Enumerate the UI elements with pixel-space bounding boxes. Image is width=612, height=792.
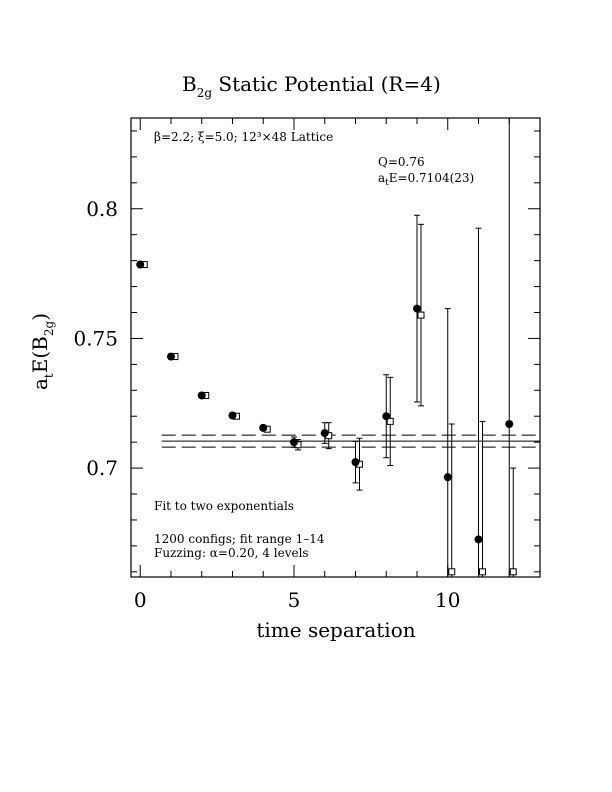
circle-point — [474, 535, 483, 544]
y-axis-label: atE(B2g) — [28, 313, 56, 390]
circle-point — [166, 352, 175, 361]
chart-title-main: B — [182, 72, 197, 96]
circle-point — [197, 391, 206, 400]
plot-area: 0 5 10 0.7 0.75 0.8 — [73, 117, 541, 612]
annotation-q: Q=0.76 — [378, 155, 425, 169]
square-point — [478, 568, 486, 576]
circle-point — [289, 438, 298, 447]
annotation-fit-type: Fit to two exponentials — [154, 499, 294, 513]
circle-point — [136, 260, 145, 269]
circle-point — [382, 412, 391, 421]
circle-point — [351, 458, 360, 467]
x-tick-label: 5 — [288, 588, 301, 612]
square-point — [448, 568, 456, 576]
annotation-configs: 1200 configs; fit range 1–14 — [154, 532, 325, 546]
chart-title-rest: Static Potential (R=4) — [212, 72, 441, 96]
x-tick-label: 10 — [435, 588, 460, 612]
y-tick-label: 0.7 — [86, 456, 118, 480]
y-tick-label: 0.75 — [73, 326, 118, 350]
x-tick-label: 0 — [134, 588, 147, 612]
circle-point — [505, 420, 514, 428]
square-point — [386, 417, 394, 425]
y-tick-label: 0.8 — [86, 197, 118, 221]
annotation-lattice: β=2.2; ξ=5.0; 12³×48 Lattice — [154, 130, 333, 144]
circle-point — [320, 429, 329, 438]
circle-point — [412, 304, 421, 313]
square-point — [509, 568, 517, 576]
circle-point — [443, 473, 452, 482]
x-axis-label: time separation — [256, 618, 415, 642]
chart-title-sub: 2g — [197, 86, 213, 100]
circle-point — [228, 411, 237, 420]
annotation-fuzzing: Fuzzing: α=0.20, 4 levels — [154, 546, 309, 560]
annotation-fit-value: atE=0.7104(23) — [378, 171, 474, 188]
chart-title: B2g Static Potential (R=4) — [182, 72, 441, 100]
circle-point — [259, 423, 268, 432]
square-point — [417, 311, 425, 319]
plot-frame — [130, 117, 541, 578]
